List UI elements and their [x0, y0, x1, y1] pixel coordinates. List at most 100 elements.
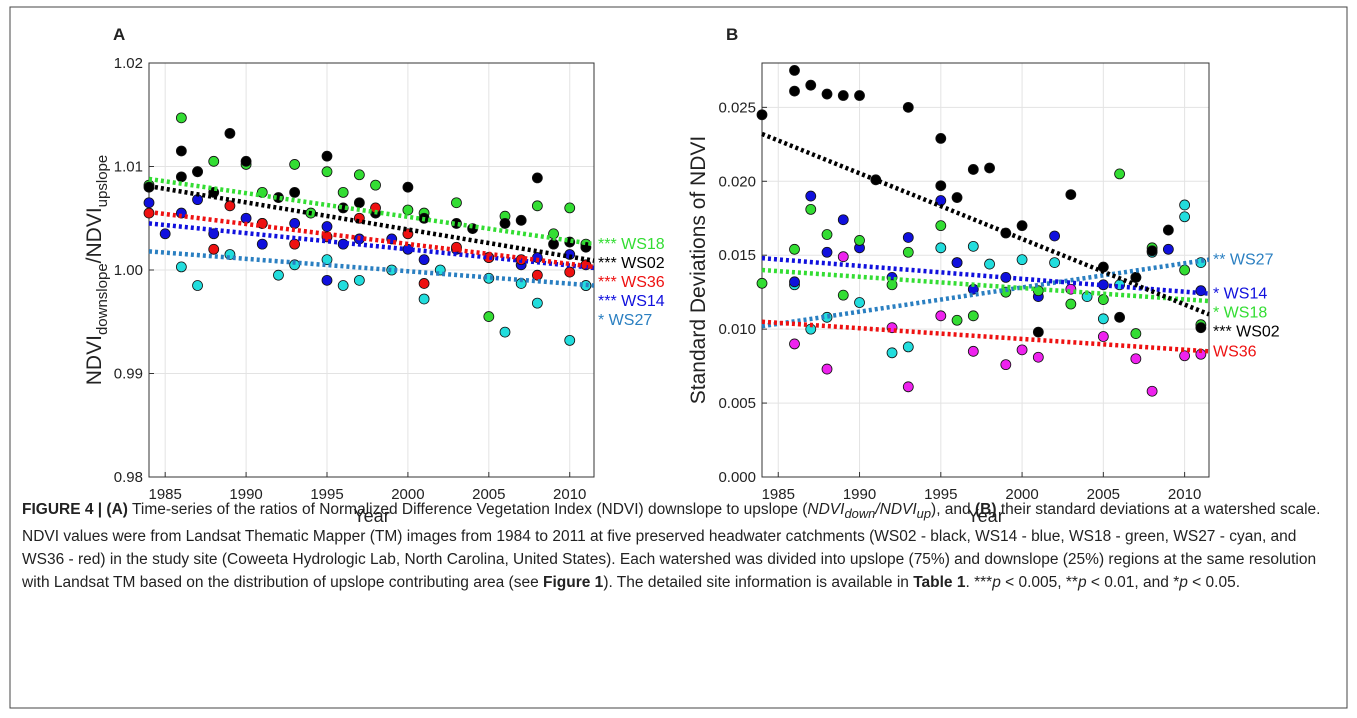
series-label: *** WS02	[598, 255, 665, 272]
data-point	[515, 214, 527, 226]
series-label: *** WS02	[1213, 324, 1280, 341]
data-point	[854, 297, 865, 308]
data-point	[531, 200, 543, 212]
caption-text: ). The detailed site information is avai…	[603, 574, 914, 592]
data-point	[967, 240, 979, 252]
caption: FIGURE 4 | (A) Time-series of the ratios…	[22, 498, 1340, 594]
data-point	[564, 266, 576, 278]
y-axis-label-part: /NDVI	[83, 207, 106, 263]
y-tick-label: 0.010	[718, 321, 756, 338]
data-point	[402, 204, 414, 216]
x-tick-label: 2005	[1087, 486, 1120, 503]
data-point	[370, 179, 381, 191]
x-tick-label: 1995	[310, 486, 343, 503]
x-tick-label: 1990	[229, 486, 262, 503]
data-point	[418, 278, 430, 289]
data-point	[967, 345, 979, 357]
data-point	[256, 238, 268, 250]
data-point	[1016, 220, 1028, 232]
data-point	[1179, 264, 1191, 276]
data-point	[321, 274, 333, 286]
series-label: * WS14	[1213, 286, 1267, 303]
data-point	[1049, 257, 1060, 269]
trend-line	[761, 131, 1210, 317]
caption-text: p	[992, 574, 1001, 592]
data-point	[1179, 211, 1191, 223]
data-point	[821, 363, 833, 375]
data-point	[273, 269, 284, 281]
data-point	[967, 164, 979, 175]
x-tick-label: 1985	[762, 486, 795, 503]
data-point	[192, 166, 203, 178]
data-point	[756, 277, 768, 289]
trend-line	[148, 249, 595, 288]
data-point	[837, 90, 849, 101]
series-label: * WS27	[598, 312, 652, 329]
data-point	[902, 381, 914, 393]
series-label: *** WS36	[598, 274, 665, 291]
data-point	[321, 254, 333, 266]
data-point	[821, 88, 833, 100]
data-point	[224, 200, 236, 212]
plot-frame	[148, 62, 595, 478]
data-point	[418, 293, 430, 305]
data-point	[321, 150, 333, 162]
data-point	[451, 197, 462, 209]
y-tick-label: 0.99	[114, 366, 143, 383]
caption-text: < 0.005, **	[1000, 574, 1078, 592]
data-point	[402, 181, 414, 193]
data-point	[1146, 245, 1158, 257]
data-point	[1179, 350, 1191, 362]
data-point	[159, 228, 171, 240]
data-point	[984, 258, 995, 270]
data-point	[208, 243, 220, 255]
data-point	[935, 242, 947, 254]
trend-line	[148, 221, 595, 271]
x-tick-label: 2005	[472, 486, 505, 503]
x-tick-label: 2000	[391, 486, 424, 503]
series-label: *** WS14	[598, 293, 665, 310]
data-point	[1065, 189, 1077, 200]
data-point	[789, 276, 800, 288]
trend-line	[761, 267, 1210, 304]
x-axis-label: Year	[353, 506, 389, 526]
data-point	[321, 221, 333, 232]
data-point	[208, 155, 220, 167]
x-tick-label: 2010	[1168, 486, 1201, 503]
data-point	[564, 334, 576, 346]
y-tick-label: 1.02	[114, 55, 143, 72]
panel-label: B	[726, 25, 738, 44]
data-point	[143, 197, 155, 209]
x-tick-label: 1985	[148, 486, 181, 503]
data-point	[837, 214, 849, 226]
data-point	[175, 171, 187, 183]
data-point	[789, 338, 800, 350]
y-tick-label: 0.98	[114, 469, 143, 486]
data-point	[1130, 328, 1142, 339]
data-point	[337, 280, 349, 291]
caption-text: < 0.05.	[1187, 574, 1240, 592]
data-point	[1114, 311, 1125, 323]
data-point	[902, 101, 914, 113]
data-point	[353, 197, 365, 209]
data-point	[1130, 353, 1142, 365]
data-point	[1032, 351, 1044, 363]
data-point	[289, 159, 301, 170]
data-point	[805, 190, 817, 202]
data-point	[951, 314, 963, 326]
trend-line	[148, 176, 595, 247]
caption-text: p	[1179, 574, 1188, 592]
y-axis-label: NDVIdownslope/NDVIupslope	[83, 155, 111, 385]
data-point	[418, 254, 430, 266]
y-tick-label: 0.025	[718, 99, 756, 116]
data-point	[353, 169, 365, 181]
y-tick-label: 1.01	[114, 159, 143, 176]
data-point	[1000, 359, 1012, 371]
x-axis-label: Year	[967, 506, 1003, 526]
series-label: ** WS27	[1213, 252, 1274, 269]
y-tick-label: 1.00	[114, 262, 143, 279]
data-point	[805, 79, 817, 91]
trend-line	[148, 209, 595, 270]
data-point	[854, 90, 865, 101]
data-point	[951, 257, 963, 269]
